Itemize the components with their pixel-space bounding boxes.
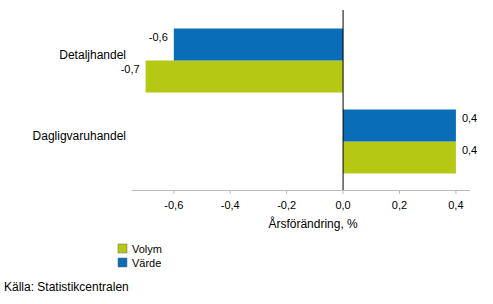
bar xyxy=(146,61,343,93)
data-labels: -0,7 -0,6 0,4 0,4 xyxy=(121,31,478,156)
legend-label: Volym xyxy=(132,243,162,255)
category-label: Detaljhandel xyxy=(59,48,126,62)
legend-swatch xyxy=(118,258,127,267)
bar xyxy=(174,29,343,61)
category-label: Dagligvaruhandel xyxy=(33,129,126,143)
legend: Volym Värde xyxy=(118,243,162,269)
tick-label: -0,6 xyxy=(164,199,183,211)
tick xyxy=(230,191,231,195)
x-axis-line xyxy=(132,190,471,191)
tick xyxy=(286,191,287,195)
bars xyxy=(146,29,456,174)
data-label: 0,4 xyxy=(462,144,477,156)
tick-label: 0,0 xyxy=(335,199,350,211)
zero-line xyxy=(343,10,344,190)
tick xyxy=(455,191,456,195)
data-label: -0,6 xyxy=(149,31,168,43)
tick xyxy=(173,191,174,195)
tick xyxy=(399,191,400,195)
tick-label: -0,4 xyxy=(221,199,240,211)
data-label: -0,7 xyxy=(121,63,140,75)
axis-title: Årsförändring, % xyxy=(268,216,358,231)
data-label: 0,4 xyxy=(462,112,477,124)
bar xyxy=(343,110,456,142)
tick-label: -0,2 xyxy=(277,199,296,211)
tick xyxy=(343,191,344,195)
legend-swatch xyxy=(118,244,127,253)
source: Källa: Statistikcentralen xyxy=(4,280,129,294)
tick-label: 0,4 xyxy=(448,199,463,211)
legend-label: Värde xyxy=(132,257,161,269)
tick-label: 0,2 xyxy=(392,199,407,211)
bar xyxy=(343,142,456,174)
